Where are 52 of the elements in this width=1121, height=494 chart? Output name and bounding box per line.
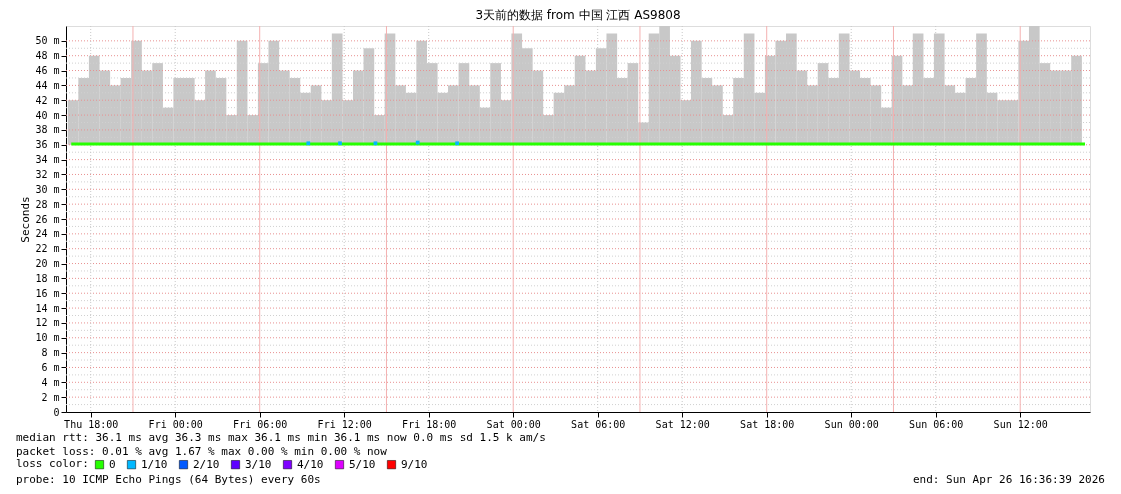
legend-label: 4/10 xyxy=(297,457,324,471)
y-tick-label: 2 m xyxy=(41,391,60,403)
y-tick-label: 40 m xyxy=(35,109,60,121)
y-tick-label: 38 m xyxy=(35,124,60,136)
y-tick-label: 42 m xyxy=(35,94,60,106)
text: median rtt: 36.1 ms avg 36.3 ms max 36.1 ms min 36.1 ms now 0.0 ms sd 1.5 k am/s xyxy=(16,431,546,444)
x-tick-label: Sat 00:00 xyxy=(486,418,541,430)
y-tick-label: 46 m xyxy=(35,65,60,77)
legend-label: 0 xyxy=(109,457,116,471)
legend-title: loss color: xyxy=(16,457,89,470)
x-tick-label: Sun 00:00 xyxy=(824,418,879,430)
legend-label: 1/10 xyxy=(141,457,168,471)
x-tick-label: Fri 06:00 xyxy=(233,418,288,430)
legend-label: 2/10 xyxy=(193,457,220,471)
y-tick-label: 20 m xyxy=(35,258,60,270)
text: end: Sun Apr 26 16:36:39 2026 xyxy=(912,473,1105,486)
y-tick-label: 28 m xyxy=(35,198,60,210)
x-tick-label: Fri 12:00 xyxy=(317,418,372,430)
x-tick-label: Sun 12:00 xyxy=(993,418,1048,430)
x-tick-label: Sat 18:00 xyxy=(740,418,795,430)
y-tick-label: 36 m xyxy=(35,139,60,151)
y-tick-label: 6 m xyxy=(41,361,60,373)
y-tick-label: 4 m xyxy=(41,376,60,388)
y-tick-label: 18 m xyxy=(35,272,60,284)
y-tick-label: 0 xyxy=(53,406,60,418)
y-tick-label: 34 m xyxy=(35,154,60,166)
x-tick-label: Thu 18:00 xyxy=(64,418,119,430)
y-tick-label: 26 m xyxy=(35,213,60,225)
y-tick-label: 22 m xyxy=(35,243,60,255)
text: packet loss: 0.01 % avg 1.67 % max 0.00 % min 0.00 % now xyxy=(16,445,388,458)
text: probe: 10 ICMP Echo Pings (64 Bytes) every 60s xyxy=(16,473,321,486)
x-tick-label: Fri 18:00 xyxy=(402,418,457,430)
legend-label: 5/10 xyxy=(349,457,376,471)
y-axis-title: Seconds xyxy=(19,196,33,243)
x-tick-label: Sat 12:00 xyxy=(655,418,710,430)
y-tick-label: 8 m xyxy=(41,347,60,359)
y-tick-label: 32 m xyxy=(35,168,60,180)
legend-label: 3/10 xyxy=(245,457,272,471)
x-tick-label: Sat 06:00 xyxy=(571,418,626,430)
chart-title: 3天前的数据 from 中国 江西 AS9808 xyxy=(475,7,681,22)
y-tick-label: 48 m xyxy=(35,50,60,62)
y-tick-label: 12 m xyxy=(35,317,60,329)
y-tick-label: 24 m xyxy=(35,228,60,240)
y-tick-label: 10 m xyxy=(35,332,60,344)
y-tick-label: 30 m xyxy=(35,183,60,195)
x-tick-label: Sun 06:00 xyxy=(909,418,964,430)
y-tick-label: 50 m xyxy=(35,35,60,47)
y-tick-label: 16 m xyxy=(35,287,60,299)
legend-label: 9/10 xyxy=(401,457,428,471)
y-tick-label: 44 m xyxy=(35,79,60,91)
x-tick-label: Fri 00:00 xyxy=(148,418,203,430)
y-tick-label: 14 m xyxy=(35,302,60,314)
